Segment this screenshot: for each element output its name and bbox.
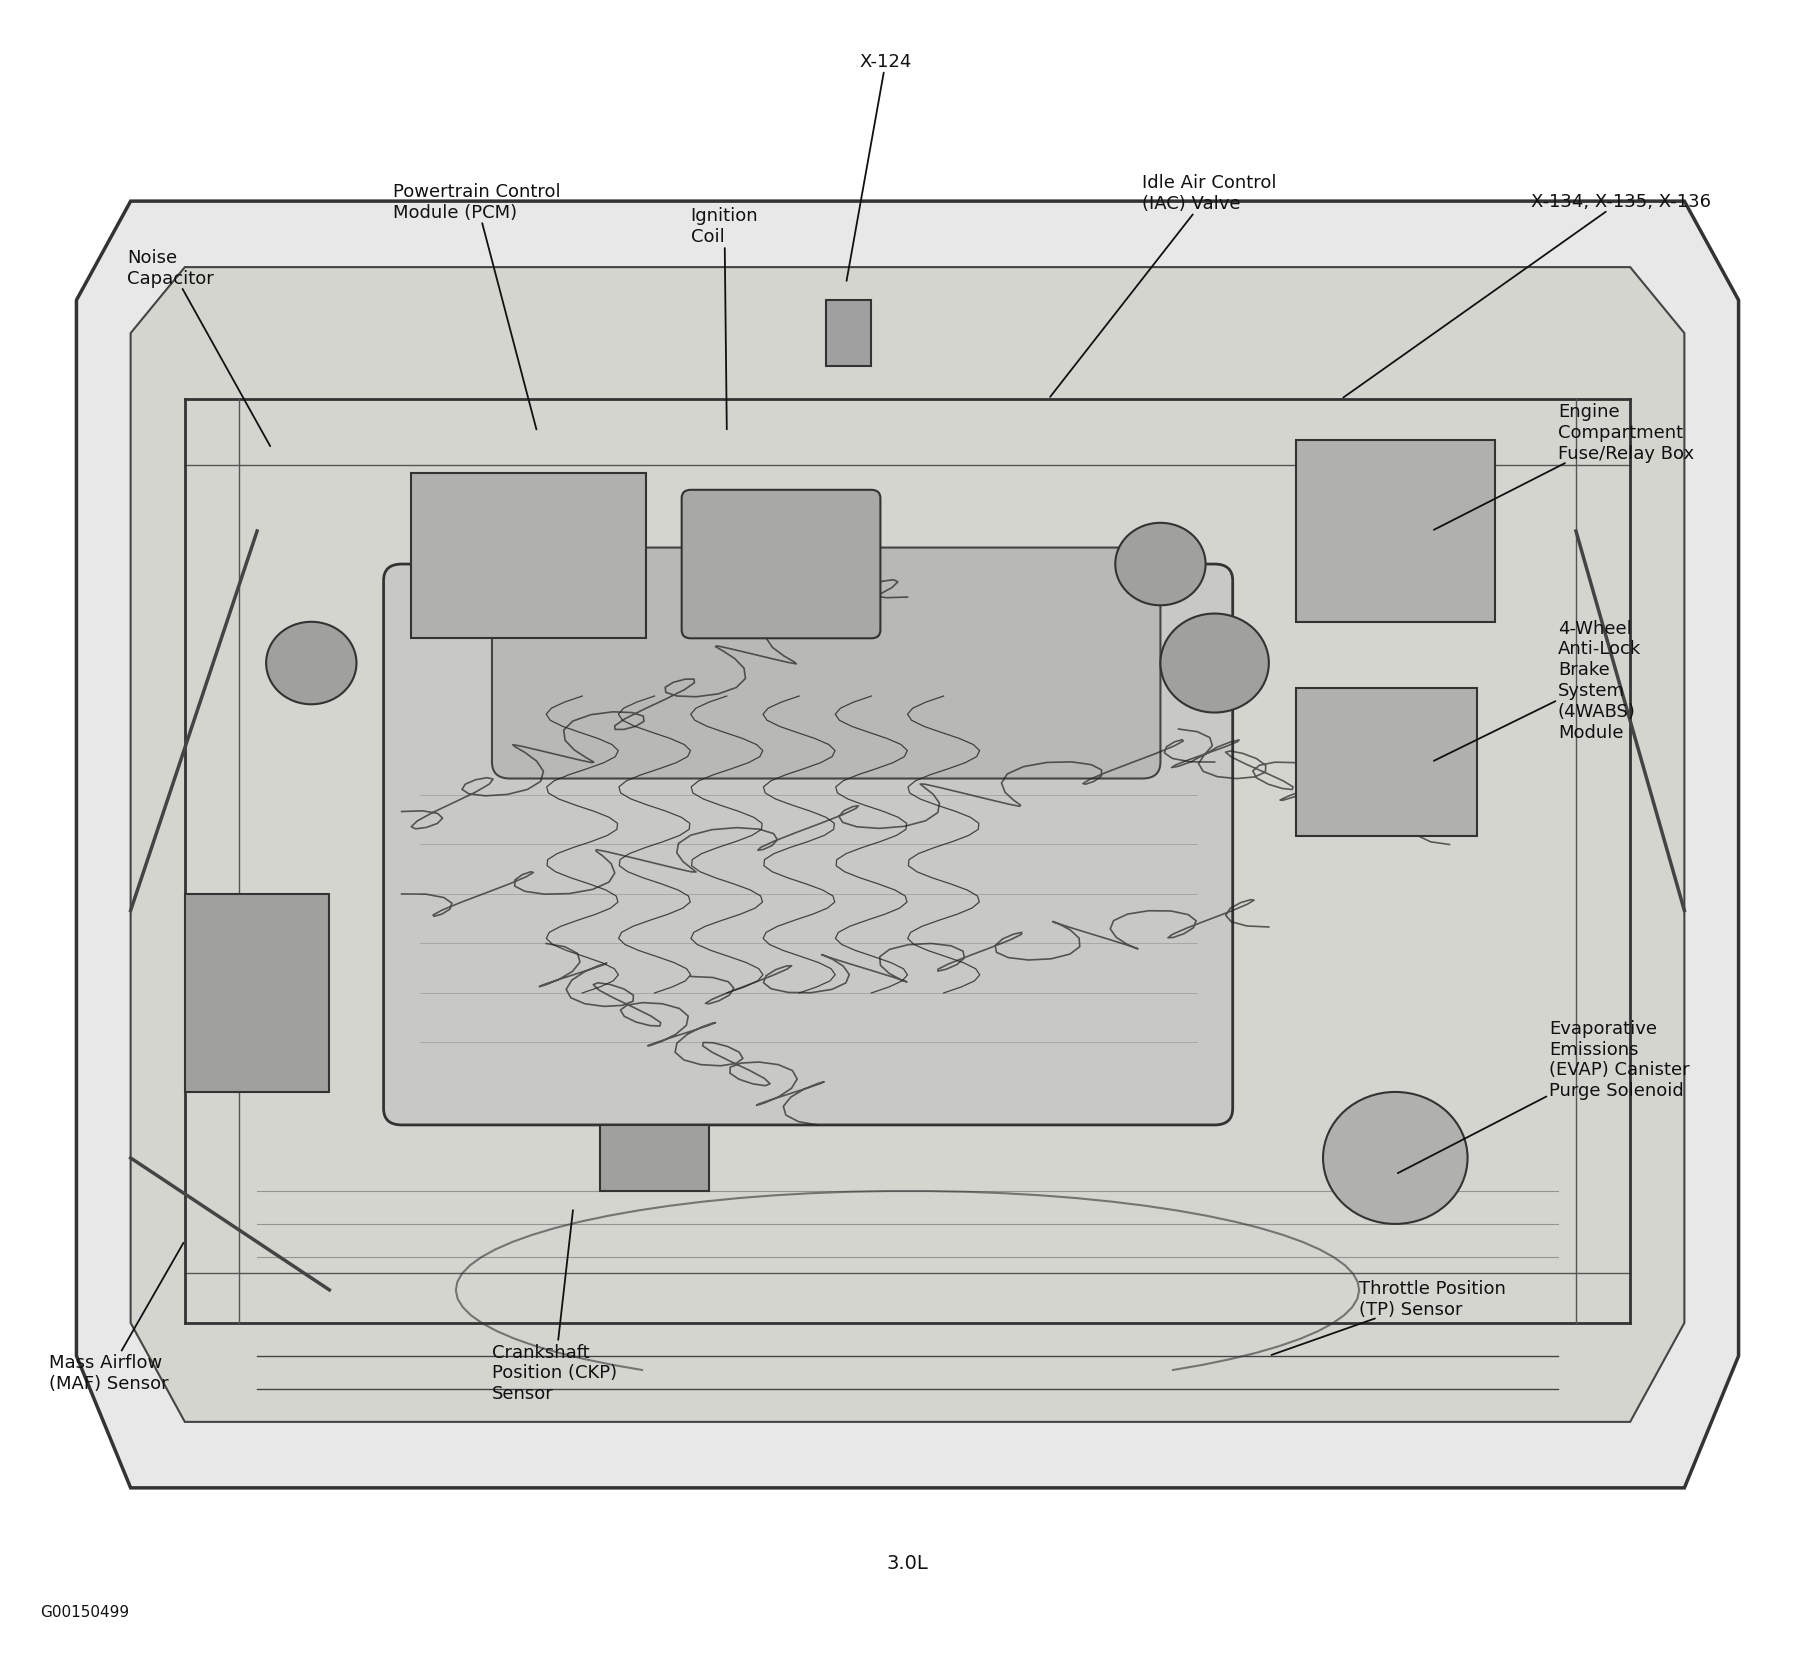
Text: Engine
Compartment
Fuse/Relay Box: Engine Compartment Fuse/Relay Box xyxy=(1433,403,1692,530)
FancyBboxPatch shape xyxy=(1295,688,1477,837)
FancyBboxPatch shape xyxy=(383,565,1232,1125)
Polygon shape xyxy=(76,202,1738,1488)
Text: 3.0L: 3.0L xyxy=(885,1553,929,1571)
Circle shape xyxy=(1114,524,1204,606)
Circle shape xyxy=(1322,1092,1468,1225)
Text: 4-Wheel
Anti-Lock
Brake
System
(4WABS)
Module: 4-Wheel Anti-Lock Brake System (4WABS) M… xyxy=(1433,620,1640,761)
Text: Mass Airflow
(MAF) Sensor: Mass Airflow (MAF) Sensor xyxy=(49,1243,183,1392)
Text: Idle Air Control
(IAC) Valve: Idle Air Control (IAC) Valve xyxy=(1050,174,1277,398)
Circle shape xyxy=(1159,615,1268,713)
FancyBboxPatch shape xyxy=(1295,441,1495,623)
Bar xyxy=(185,895,328,1092)
Text: Evaporative
Emissions
(EVAP) Canister
Purge Solenoid: Evaporative Emissions (EVAP) Canister Pu… xyxy=(1397,1019,1689,1173)
Text: Ignition
Coil: Ignition Coil xyxy=(691,207,758,431)
FancyBboxPatch shape xyxy=(682,490,880,640)
FancyBboxPatch shape xyxy=(410,474,646,640)
Bar xyxy=(825,302,871,366)
FancyBboxPatch shape xyxy=(492,548,1159,779)
Circle shape xyxy=(267,623,356,704)
Text: Crankshaft
Position (CKP)
Sensor: Crankshaft Position (CKP) Sensor xyxy=(492,1211,617,1402)
Text: X-124: X-124 xyxy=(845,53,911,282)
Text: Throttle Position
(TP) Sensor: Throttle Position (TP) Sensor xyxy=(1272,1279,1506,1355)
Text: X-134, X-135, X-136: X-134, X-135, X-136 xyxy=(1342,192,1711,398)
Polygon shape xyxy=(131,268,1683,1422)
Bar xyxy=(600,1125,709,1191)
Text: Noise
Capacitor: Noise Capacitor xyxy=(127,249,270,447)
Text: G00150499: G00150499 xyxy=(40,1604,129,1619)
Text: Powertrain Control
Module (PCM): Powertrain Control Module (PCM) xyxy=(392,182,561,431)
